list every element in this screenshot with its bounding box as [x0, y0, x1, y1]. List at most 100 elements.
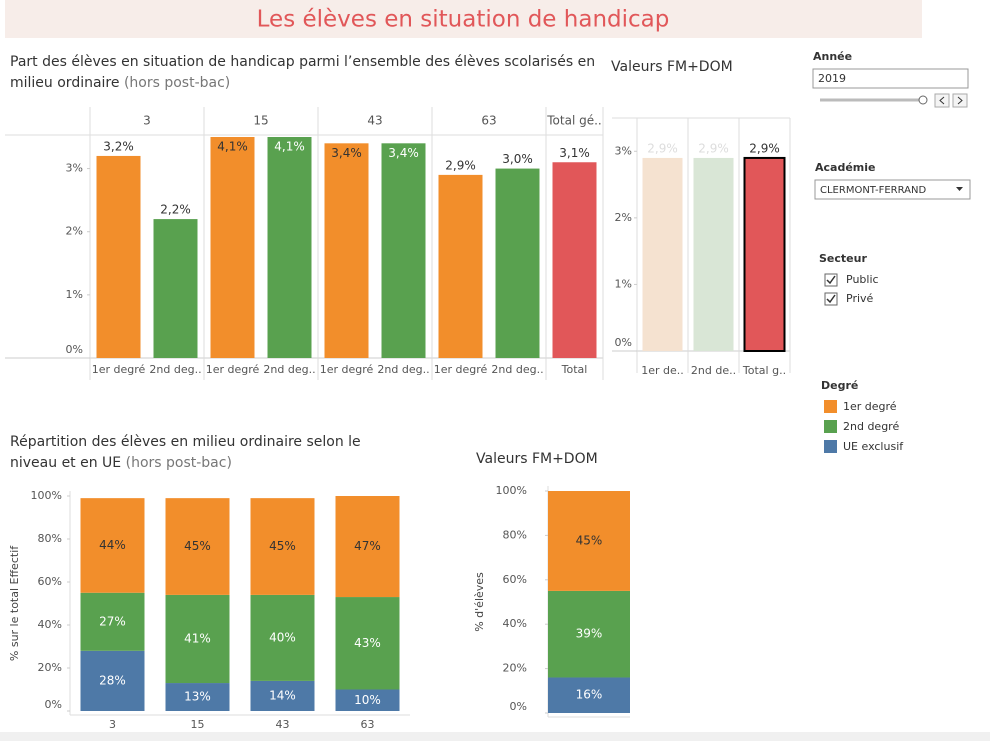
chart-title-line: Répartition des élèves en milieu ordinai… [10, 434, 361, 450]
academy-dropdown[interactable] [814, 179, 971, 200]
value-label: 13% [184, 690, 211, 704]
y-tick-label: 2% [615, 211, 632, 224]
value-label: 41% [184, 631, 211, 645]
y-tick-label: 0% [510, 700, 527, 713]
value-label: 2,9% [445, 158, 476, 172]
dropdown-arrow [956, 187, 963, 191]
checkbox-label: Public [846, 273, 879, 286]
checkbox[interactable] [824, 273, 838, 287]
bar [642, 157, 683, 351]
filter-label: Année [813, 50, 852, 63]
y-tick-label: 20% [503, 662, 527, 675]
chart-title-line: Part des élèves en situation de handicap… [10, 54, 595, 70]
value-label: 16% [576, 688, 603, 702]
bar-segment [80, 592, 145, 651]
bar-segment [548, 677, 630, 713]
bar-segment [165, 594, 230, 684]
next-button[interactable] [952, 93, 968, 108]
y-tick-label: 3% [615, 144, 632, 157]
y-tick-label: 3% [66, 162, 83, 175]
value-label: 27% [99, 614, 126, 628]
bar-segment [250, 680, 315, 711]
y-tick-label: 100% [31, 489, 62, 502]
value-label: 45% [184, 539, 211, 553]
bar [210, 137, 255, 358]
legend-swatch [824, 400, 837, 413]
x-tick-label: 1er degré [92, 363, 146, 376]
y-tick-label: 40% [503, 617, 527, 630]
y-tick-label: 1% [615, 277, 632, 290]
value-label: 47% [354, 539, 381, 553]
bar-segment [548, 590, 630, 678]
bar-segment [335, 496, 400, 598]
value-label: 2,2% [160, 203, 191, 217]
chart-title: Répartition des élèves en milieu ordinai… [10, 434, 361, 450]
bar-segment [335, 597, 400, 690]
prev-button[interactable] [934, 93, 950, 108]
y-tick-label: 0% [66, 343, 83, 356]
value-label: 45% [576, 533, 603, 547]
x-tick-label: 1er degré [434, 363, 488, 376]
bar-segment [548, 491, 630, 591]
y-tick-label: 0% [615, 336, 632, 349]
bar [693, 157, 734, 351]
legend-label: UE exclusif [843, 440, 904, 453]
y-tick-label: 100% [496, 484, 527, 497]
slider-handle[interactable] [918, 95, 928, 105]
value-label: 2,9% [698, 141, 729, 155]
bar [743, 156, 786, 352]
x-tick-label: Total g.. [742, 364, 786, 377]
x-tick-label: 1er degré [320, 363, 374, 376]
chart-title-note: (hors post-bac) [124, 75, 230, 91]
x-tick-label: 15 [191, 718, 205, 731]
column-header: 3 [143, 114, 151, 128]
value-label: 44% [99, 538, 126, 552]
chart-title-note: (hors post-bac) [126, 455, 232, 471]
value-label: 3,1% [559, 146, 590, 160]
y-axis-label: % d'élèves [473, 572, 486, 632]
legend-label: 2nd degré [843, 420, 899, 433]
bar-segment [165, 683, 230, 711]
x-tick-label: 1er de.. [641, 364, 684, 377]
value-label: 3,2% [103, 139, 134, 153]
chart-title-line: niveau et en UE [10, 455, 121, 471]
x-tick-label: Total [561, 363, 588, 376]
year-input[interactable] [812, 68, 969, 89]
legend-swatch [824, 420, 837, 433]
y-tick-label: 2% [66, 225, 83, 238]
x-tick-label: 2nd deg.. [491, 363, 543, 376]
value-label: 45% [269, 539, 296, 553]
value-label: 4,1% [217, 140, 248, 154]
x-tick-label: 2nd deg.. [377, 363, 429, 376]
bar [324, 143, 369, 358]
value-label: 2,9% [749, 141, 780, 155]
column-header: 63 [481, 114, 496, 128]
bar [438, 174, 483, 358]
column-header: Total gé.. [546, 114, 601, 128]
x-tick-label: 2nd deg.. [149, 363, 201, 376]
x-tick-label: 3 [109, 718, 116, 731]
button-arrow [957, 96, 963, 105]
bar [495, 168, 540, 358]
y-axis-label: % sur le total Effectif [8, 545, 21, 661]
y-tick-label: 1% [66, 288, 83, 301]
chart-title: niveau et en UE (hors post-bac) [10, 455, 232, 471]
y-tick-label: 20% [38, 661, 62, 674]
bar-segment [80, 650, 145, 711]
value-label: 2,9% [647, 141, 678, 155]
footer-strip [0, 732, 990, 741]
filter-label: Secteur [819, 252, 867, 265]
y-tick-label: 60% [38, 575, 62, 588]
checkbox[interactable] [824, 292, 838, 306]
bar [267, 137, 312, 358]
bar-segment [250, 594, 315, 681]
bar [96, 155, 141, 358]
legend-swatch [824, 440, 837, 453]
value-label: 10% [354, 693, 381, 707]
y-tick-label: 80% [503, 528, 527, 541]
x-tick-label: 43 [276, 718, 290, 731]
value-label: 39% [576, 627, 603, 641]
chart-title: Valeurs FM+DOM [611, 59, 733, 75]
chart-title-line: milieu ordinaire [10, 75, 120, 91]
academy-value: CLERMONT-FERRAND [820, 185, 926, 196]
